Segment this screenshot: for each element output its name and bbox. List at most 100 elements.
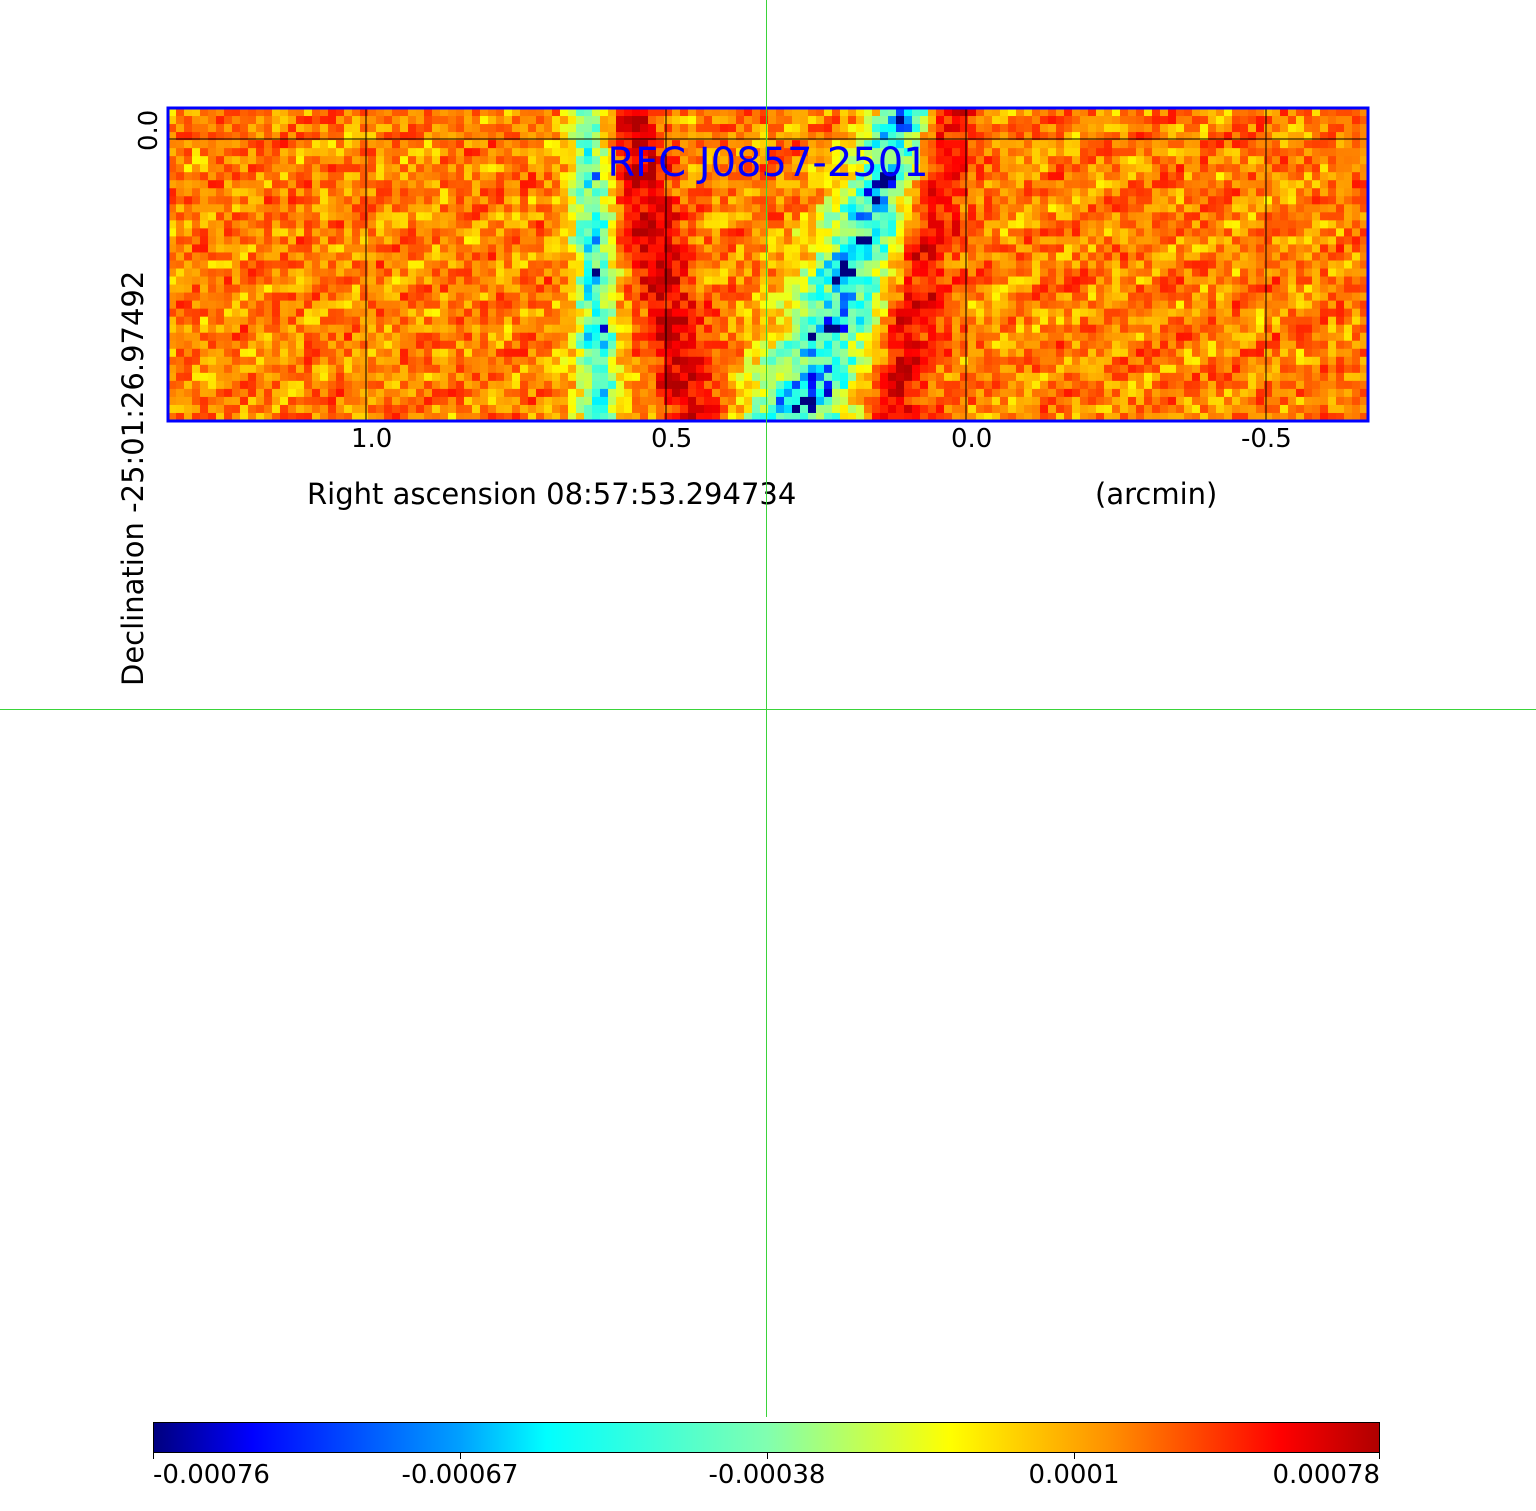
heatmap-cell [176, 180, 185, 189]
heatmap-cell [592, 236, 601, 246]
heatmap-cell [520, 284, 529, 294]
heatmap-cell [184, 180, 193, 189]
heatmap-cell [376, 324, 385, 334]
heatmap-cell [1024, 236, 1033, 246]
heatmap-cell [1208, 332, 1217, 342]
heatmap-cell [192, 332, 201, 342]
heatmap-cell [872, 148, 881, 157]
heatmap-cell [304, 252, 313, 262]
heatmap-cell [704, 284, 713, 294]
heatmap-cell [856, 140, 865, 149]
heatmap-cell [952, 172, 961, 181]
heatmap-cell [624, 220, 633, 229]
heatmap-cell [952, 276, 961, 286]
heatmap-cell [968, 316, 977, 326]
heatmap-cell [760, 252, 769, 262]
heatmap-cell [816, 284, 825, 294]
heatmap-cell [1208, 172, 1217, 181]
heatmap-cell [568, 252, 577, 262]
heatmap-cell [224, 348, 233, 358]
heatmap-cell [888, 108, 897, 117]
heatmap-cell [824, 220, 833, 229]
heatmap-cell [408, 348, 417, 358]
heatmap-cell [400, 268, 409, 278]
heatmap-cell [976, 316, 985, 326]
heatmap-cell [992, 188, 1001, 197]
heatmap-cell [1096, 204, 1105, 213]
heatmap-cell [1112, 124, 1121, 133]
heatmap-cell [296, 172, 305, 181]
heatmap-cell [1096, 252, 1105, 262]
heatmap-cell [248, 348, 257, 358]
heatmap-cell [1176, 356, 1185, 366]
heatmap-cell [664, 340, 673, 350]
heatmap-cell [240, 292, 249, 302]
heatmap-cell [416, 276, 425, 286]
heatmap-cell [1104, 140, 1113, 149]
heatmap-cell [520, 172, 529, 181]
heatmap-cell [1080, 140, 1089, 149]
heatmap-cell [704, 260, 713, 270]
heatmap-cell [904, 116, 913, 125]
heatmap-cell [456, 276, 465, 286]
heatmap-cell [952, 236, 961, 246]
heatmap-cell [352, 188, 361, 197]
heatmap-cell [1344, 156, 1353, 165]
heatmap-cell [1320, 172, 1329, 181]
heatmap-cell [848, 332, 857, 342]
heatmap-cell [1144, 196, 1153, 205]
heatmap-cell [800, 332, 809, 342]
heatmap-cell [1168, 244, 1177, 254]
heatmap-cell [824, 364, 833, 374]
heatmap-cell [240, 148, 249, 157]
heatmap-cell [1216, 188, 1225, 197]
heatmap-cell [1192, 260, 1201, 270]
heatmap-cell [184, 212, 193, 221]
heatmap-cell [168, 340, 177, 350]
heatmap-cell [856, 196, 865, 205]
heatmap-cell [1008, 236, 1017, 246]
heatmap-cell [424, 372, 433, 382]
heatmap-cell [952, 284, 961, 294]
heatmap-cell [248, 340, 257, 350]
heatmap-cell [1096, 140, 1105, 149]
heatmap-cell [696, 356, 705, 366]
heatmap-cell [1088, 300, 1097, 310]
heatmap-cell [248, 252, 257, 262]
heatmap-cell [1280, 164, 1289, 173]
heatmap-cell [1280, 316, 1289, 326]
heatmap-cell [560, 164, 569, 173]
heatmap-cell [824, 196, 833, 205]
heatmap-cell [976, 124, 985, 133]
heatmap-cell [264, 364, 273, 374]
heatmap-cell [312, 268, 321, 278]
heatmap-cell [192, 124, 201, 133]
heatmap-cell [896, 228, 905, 238]
heatmap-cell [728, 356, 737, 366]
heatmap-cell [360, 116, 369, 125]
heatmap-cell [232, 212, 241, 221]
heatmap-cell [936, 164, 945, 173]
heatmap-cell [464, 180, 473, 189]
heatmap-cell [1136, 172, 1145, 181]
heatmap-cell [920, 124, 929, 133]
heatmap-cell [1176, 364, 1185, 374]
heatmap-cell [760, 212, 769, 221]
heatmap-cell [776, 332, 785, 342]
heatmap-cell [1232, 156, 1241, 165]
heatmap-cell [488, 196, 497, 205]
heatmap-cell [472, 140, 481, 149]
heatmap-cell [480, 196, 489, 205]
heatmap-cell [976, 196, 985, 205]
heatmap-cell [560, 300, 569, 310]
heatmap-cell [640, 156, 649, 165]
heatmap-cell [560, 244, 569, 254]
heatmap-cell [944, 260, 953, 270]
heatmap-cell [168, 156, 177, 165]
heatmap-cell [400, 316, 409, 326]
heatmap-cell [1032, 236, 1041, 246]
heatmap-cell [248, 156, 257, 165]
heatmap-cell [928, 284, 937, 294]
heatmap-cell [712, 164, 721, 173]
heatmap-cell [1264, 252, 1273, 262]
